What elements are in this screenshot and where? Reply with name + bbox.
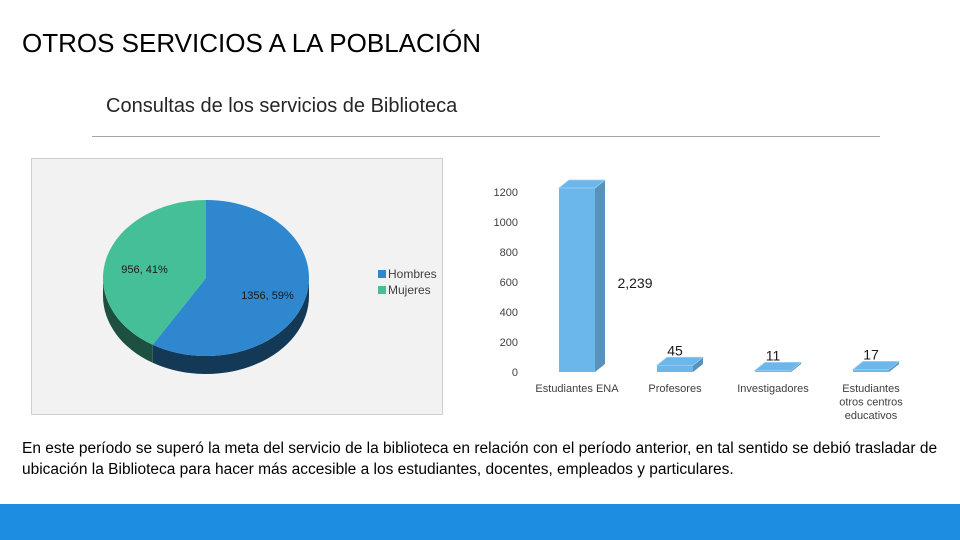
- bar-side-2: [791, 362, 801, 372]
- bar-front-0: [559, 188, 595, 372]
- slide-title: OTROS SERVICIOS A LA POBLACIÓN: [22, 28, 482, 58]
- bar-top-2: [753, 361, 803, 371]
- y-tick-label: 400: [500, 307, 518, 319]
- body-paragraph: En este período se superó la meta del se…: [22, 440, 938, 478]
- bar-front-2: [755, 370, 791, 372]
- legend-swatch-hombres: [378, 270, 386, 278]
- bar-top-0: [557, 179, 607, 189]
- bar-data-label: 17: [863, 346, 879, 362]
- bar-side-0: [595, 180, 605, 372]
- x-category-label: Estudiantes ENA: [535, 383, 619, 395]
- x-category-label: educativos: [845, 410, 898, 422]
- slide-subtitle: Consultas de los servicios de Biblioteca: [106, 95, 458, 117]
- bar-front-1: [657, 365, 693, 372]
- y-tick-label: 600: [500, 277, 518, 289]
- legend-label-hombres: Hombres: [388, 267, 437, 281]
- bar-top-3: [851, 361, 901, 370]
- bar-top-1: [655, 356, 705, 366]
- bar-side-1: [693, 357, 703, 372]
- legend-swatch-mujeres: [378, 286, 386, 294]
- y-tick-label: 1200: [494, 187, 518, 199]
- y-tick-label: 0: [512, 367, 518, 379]
- y-tick-label: 1000: [494, 217, 518, 229]
- bar-data-label: 11: [766, 347, 781, 363]
- bar-data-label: 2,239: [617, 275, 652, 291]
- x-category-label: otros centros: [839, 397, 903, 409]
- x-category-label: Estudiantes: [842, 383, 900, 395]
- pie-legend: Hombres Mujeres: [378, 266, 437, 298]
- footer-bar: [0, 504, 960, 540]
- y-tick-label: 800: [500, 247, 518, 259]
- subtitle-divider: [92, 136, 880, 137]
- x-category-label: Profesores: [648, 383, 702, 395]
- bar-front-3: [853, 369, 889, 372]
- bar-data-label: 45: [667, 342, 683, 358]
- legend-item-mujeres: Mujeres: [378, 282, 437, 298]
- legend-label-mujeres: Mujeres: [388, 283, 431, 297]
- y-tick-label: 200: [500, 337, 518, 349]
- bar-side-3: [889, 361, 899, 372]
- x-category-label: Investigadores: [737, 383, 809, 395]
- legend-item-hombres: Hombres: [378, 266, 437, 282]
